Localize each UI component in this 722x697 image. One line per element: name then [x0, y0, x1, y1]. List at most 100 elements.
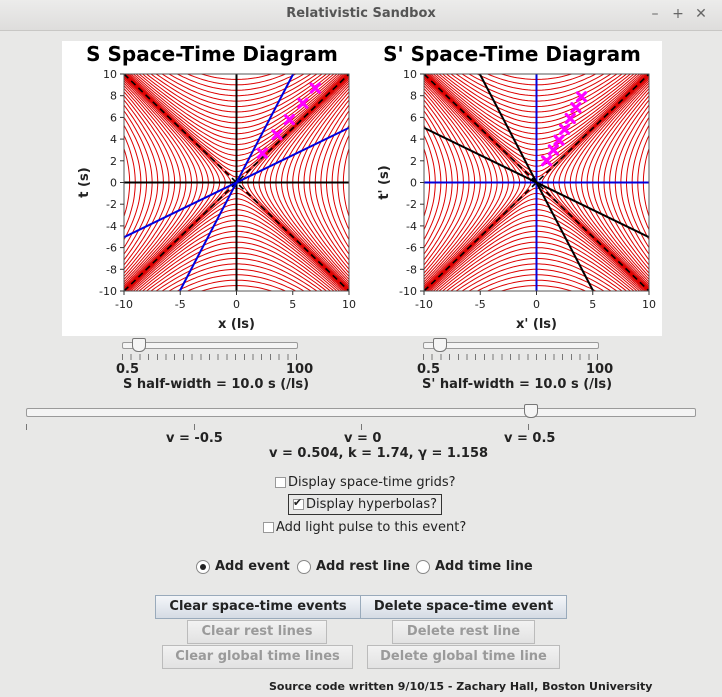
- x-tick-label: 0: [533, 298, 540, 311]
- y-tick-label: -6: [406, 242, 417, 255]
- radio-icon[interactable]: [416, 559, 430, 574]
- add-rest-line-radio[interactable]: Add rest line: [297, 559, 410, 574]
- x-tick-label: 5: [289, 298, 296, 311]
- checkbox-box-checked[interactable]: [293, 496, 304, 510]
- add-time-line-label: Add time line: [435, 559, 533, 574]
- add-time-line-radio[interactable]: Add time line: [416, 559, 533, 574]
- y-tick-label: 6: [110, 111, 117, 124]
- s-slider-max: 100: [286, 362, 314, 377]
- x-tick-label: -10: [115, 298, 133, 311]
- s-spacetime-chart[interactable]: S Space-Time Diagram -10 -8 -6 -4 -2 0 2 4 6 8 10 -1…: [62, 41, 362, 336]
- sprime-halfwidth-label: S' half-width = 10.0 s (/ls): [422, 377, 613, 392]
- delete-rest-line-button[interactable]: Delete rest line: [392, 620, 535, 644]
- event-marker: [553, 134, 565, 146]
- light-cone-line: [124, 74, 349, 291]
- x-tick-label: 5: [589, 298, 596, 311]
- slider-track[interactable]: [122, 342, 298, 349]
- y-axis-label: t (s): [77, 167, 92, 197]
- velocity-pos-label: v = 0.5: [504, 431, 556, 446]
- sprime-halfwidth-slider[interactable]: [423, 338, 599, 382]
- x-tick-label: -5: [475, 298, 486, 311]
- y-tick-label: 4: [410, 133, 417, 146]
- add-event-label: Add event: [215, 559, 290, 574]
- x-tick-label: 10: [642, 298, 656, 311]
- tick-mark: [361, 424, 362, 430]
- event-marker: [256, 147, 268, 159]
- y-tick-label: -2: [406, 198, 417, 211]
- y-tick-label: 2: [110, 155, 117, 168]
- title-bar: Relativistic Sandbox – + ✕: [0, 0, 722, 31]
- close-button[interactable]: ✕: [695, 6, 707, 22]
- slider-track[interactable]: [423, 342, 599, 349]
- plot-area: [124, 74, 349, 291]
- x-tick-label: -10: [415, 298, 433, 311]
- minimize-button[interactable]: –: [651, 6, 659, 22]
- checkbox-box[interactable]: [275, 477, 286, 488]
- y-tick-label: 0: [410, 177, 417, 190]
- checkbox-box[interactable]: [263, 522, 274, 533]
- event-marker: [541, 155, 553, 167]
- y-tick-label: -10: [399, 285, 417, 298]
- moving-t-axis-line: [178, 74, 295, 291]
- y-tick-label: 10: [403, 68, 417, 81]
- x-tick-label: 0: [233, 298, 240, 311]
- x-tick-label: 10: [342, 298, 356, 311]
- chart-title: S Space-Time Diagram: [86, 42, 338, 66]
- grids-checkbox[interactable]: Display space-time grids?: [275, 475, 456, 490]
- velocity-zero-label: v = 0: [344, 431, 382, 446]
- y-tick-label: -2: [106, 198, 117, 211]
- y-tick-label: -4: [106, 220, 117, 233]
- light-pulse-checkbox[interactable]: Add light pulse to this event?: [263, 520, 466, 535]
- velocity-slider-track[interactable]: [26, 408, 696, 417]
- y-tick-label: -10: [99, 285, 117, 298]
- delete-event-button[interactable]: Delete space-time event: [360, 595, 567, 619]
- tick-mark: [26, 424, 27, 430]
- y-tick-label: 6: [410, 111, 417, 124]
- s-halfwidth-slider[interactable]: [122, 338, 298, 382]
- y-tick-label: 8: [410, 90, 417, 103]
- sprime-spacetime-chart[interactable]: S' Space-Time Diagram -10 -8 -6 -4 -2 0 2 4 6 8 10 -…: [362, 41, 662, 336]
- event-marker: [309, 82, 321, 94]
- sprime-slider-min: 0.5: [417, 362, 441, 377]
- y-tick-label: 0: [110, 177, 117, 190]
- sprime-diagram-panel[interactable]: S' Space-Time Diagram -10 -8 -6 -4 -2 0 2 4 6 8 10 -…: [362, 41, 662, 336]
- s-slider-min: 0.5: [116, 362, 140, 377]
- light-cone-line: [424, 74, 649, 291]
- slider-ticks: [423, 354, 599, 360]
- window-title: Relativistic Sandbox: [286, 6, 436, 21]
- y-axis-label: t' (s): [377, 165, 392, 199]
- event-marker: [271, 129, 283, 141]
- event-marker: [297, 97, 309, 109]
- light-pulse-label: Add light pulse to this event?: [276, 520, 467, 535]
- radio-selected-icon[interactable]: [196, 559, 210, 574]
- slider-thumb[interactable]: [433, 338, 447, 352]
- delete-global-time-line-button[interactable]: Delete global time line: [367, 645, 560, 669]
- y-tick-label: -8: [406, 263, 417, 276]
- spacelike-hyperbola: [648, 172, 649, 193]
- spacelike-hyperbola: [348, 172, 349, 193]
- y-tick-label: 8: [110, 90, 117, 103]
- s-diagram-panel[interactable]: S Space-Time Diagram -10 -8 -6 -4 -2 0 2 4 6 8 10 -1…: [62, 41, 362, 336]
- hyperbolas-checkbox[interactable]: Display hyperbolas?: [288, 494, 443, 515]
- velocity-neg-label: v = -0.5: [166, 431, 223, 446]
- footer-credit: Source code written 9/10/15 - Zachary Ha…: [269, 680, 653, 693]
- radio-icon[interactable]: [297, 559, 311, 574]
- maximize-button[interactable]: +: [672, 6, 684, 22]
- clear-global-time-lines-button[interactable]: Clear global time lines: [162, 645, 353, 669]
- s-halfwidth-label: S half-width = 10.0 s (/ls): [123, 377, 310, 392]
- clear-events-button[interactable]: Clear space-time events: [155, 595, 361, 619]
- light-cone-line: [124, 74, 349, 291]
- plot-area: [424, 74, 649, 291]
- y-tick-label: -8: [106, 263, 117, 276]
- grids-label: Display space-time grids?: [288, 475, 456, 490]
- x-tick-label: -5: [175, 298, 186, 311]
- event-marker: [559, 123, 571, 135]
- slider-ticks: [122, 354, 298, 360]
- velocity-slider-thumb[interactable]: [524, 404, 538, 418]
- slider-thumb[interactable]: [132, 338, 146, 352]
- clear-rest-lines-button[interactable]: Clear rest lines: [187, 620, 327, 644]
- y-tick-label: 2: [410, 155, 417, 168]
- x-axis-label: x' (ls): [516, 317, 557, 332]
- add-event-radio[interactable]: Add event: [196, 559, 290, 574]
- moving-t-axis-line: [478, 74, 595, 291]
